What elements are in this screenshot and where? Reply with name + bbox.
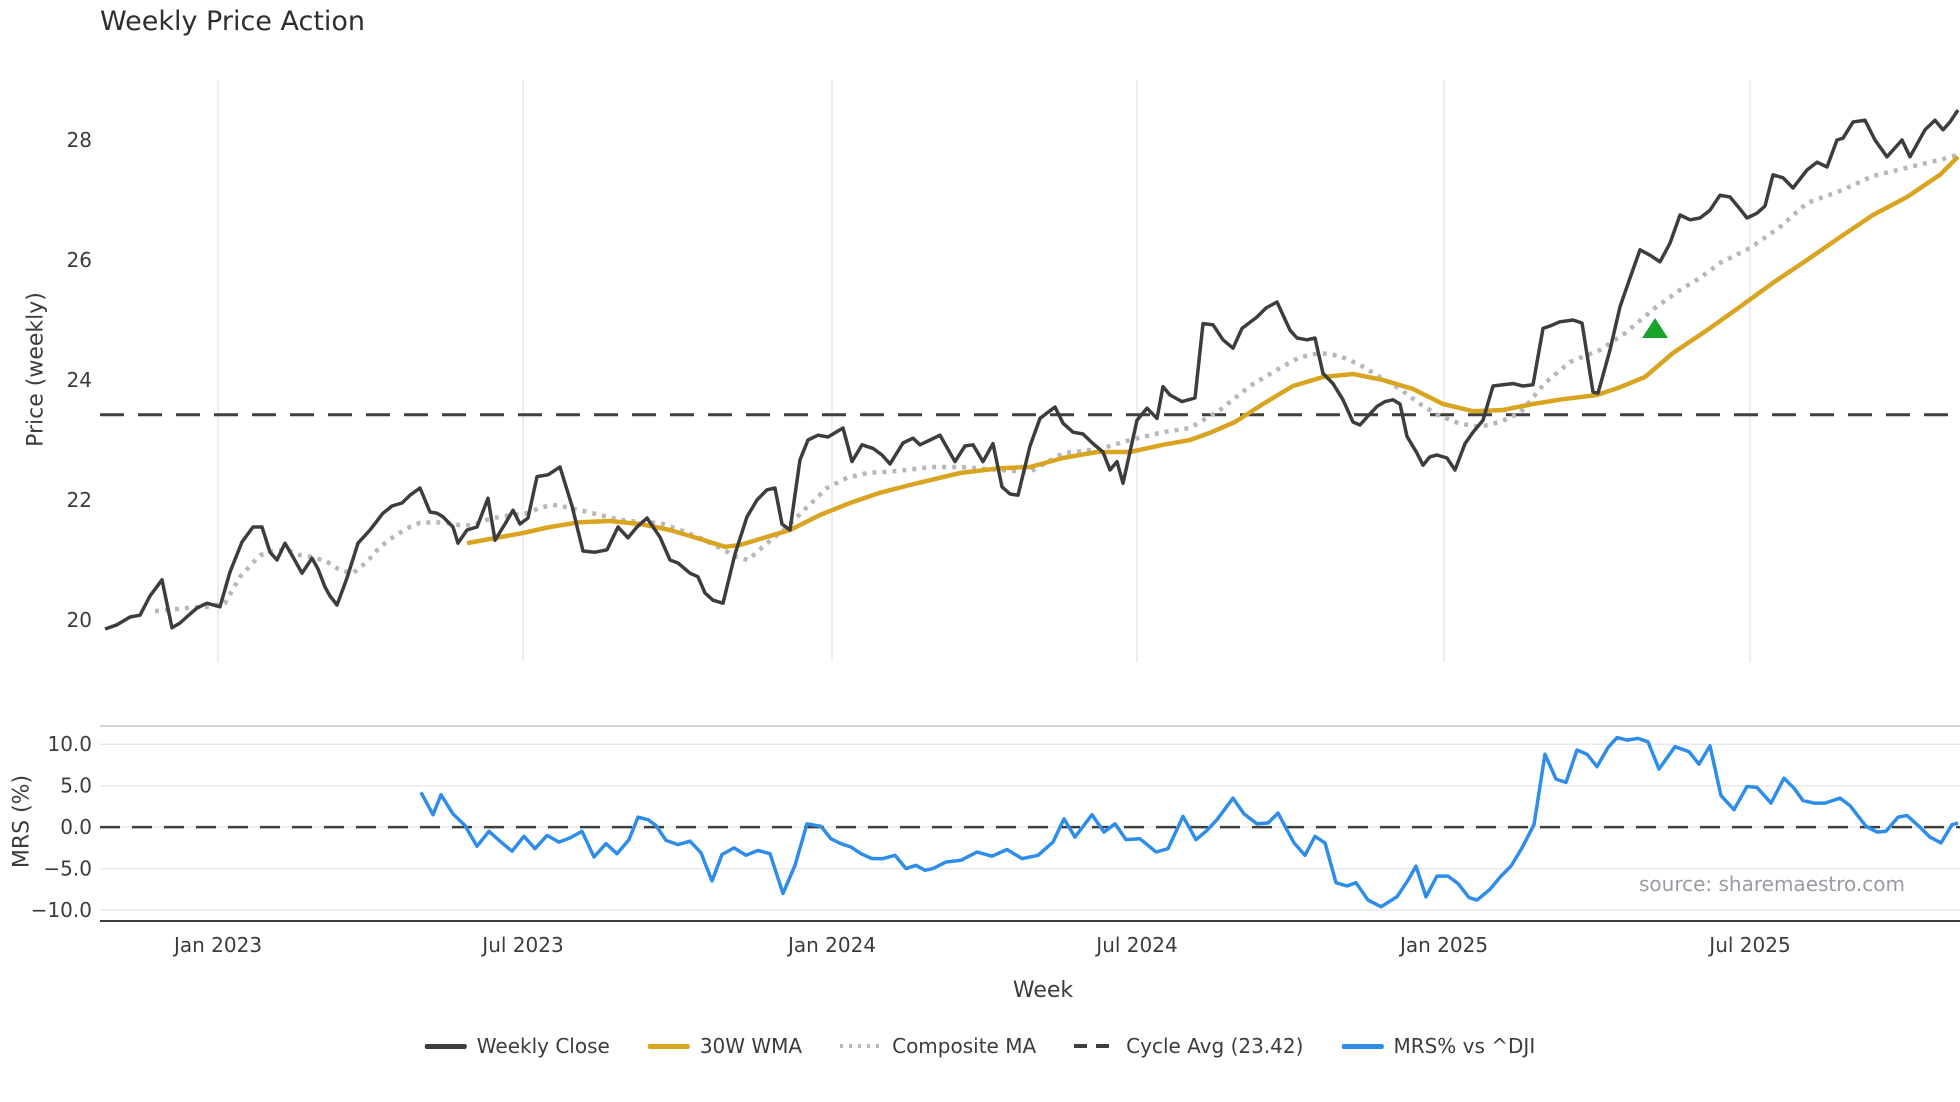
legend-dotted-swatch-icon <box>840 1044 883 1048</box>
legend-item: Composite MA <box>840 1034 1036 1058</box>
legend-label: Weekly Close <box>476 1034 610 1058</box>
price-y-tick-label: 24 <box>67 368 92 392</box>
mrs-line <box>419 735 1959 909</box>
legend-label: Cycle Avg (23.42) <box>1126 1034 1304 1058</box>
legend-label: Composite MA <box>892 1034 1037 1058</box>
price-y-tick-label: 28 <box>67 128 92 152</box>
weekly-close-line <box>104 109 1960 631</box>
x-tick-label: Jan 2025 <box>1398 933 1488 957</box>
legend-solid-swatch-icon <box>424 1043 467 1049</box>
legend-label: MRS% vs ^DJI <box>1393 1034 1536 1058</box>
legend-item: Cycle Avg (23.42) <box>1074 1034 1303 1058</box>
legend-label: 30W WMA <box>699 1034 803 1058</box>
composite-ma-line <box>154 152 1959 614</box>
mrs-y-axis-title: MRS (%) <box>9 774 35 869</box>
x-tick-label: Jan 2024 <box>786 933 876 957</box>
legend-solid-swatch-icon <box>647 1043 690 1049</box>
x-tick-label: Jul 2024 <box>1094 933 1177 957</box>
legend: Weekly Close 30W WMA Composite MA Cycle Avg… <box>424 1034 1535 1058</box>
buy-signal-triangle-icon <box>1642 318 1668 338</box>
mrs-y-tick-label: 0.0 <box>60 815 92 839</box>
x-tick-label: Jan 2023 <box>172 933 262 957</box>
legend-item: 30W WMA <box>647 1034 803 1058</box>
mrs-y-tick-label: 5.0 <box>60 774 92 798</box>
mrs-y-tick-label: −5.0 <box>43 857 92 881</box>
mrs-y-tick-label: 10.0 <box>47 732 92 756</box>
x-tick-label: Jul 2025 <box>1707 933 1790 957</box>
legend-item: MRS% vs ^DJI <box>1341 1034 1535 1058</box>
price-y-tick-label: 22 <box>67 488 92 512</box>
wma-30w-line <box>466 155 1960 550</box>
legend-item: Weekly Close <box>424 1034 610 1058</box>
source-note: source: sharemaestro.com <box>1639 872 1905 896</box>
price-y-axis-title: Price (weekly) <box>23 292 49 447</box>
x-tick-label: Jul 2023 <box>480 933 563 957</box>
price-y-tick-label: 26 <box>67 248 92 272</box>
price-y-tick-label: 20 <box>67 608 92 632</box>
legend-solid-swatch-icon <box>1341 1043 1384 1049</box>
mrs-y-tick-label: −10.0 <box>31 898 92 922</box>
chart-title: Weekly Price Action <box>100 6 366 37</box>
x-axis-title: Week <box>1012 978 1074 1003</box>
legend-dashed-swatch-icon <box>1074 1044 1117 1048</box>
